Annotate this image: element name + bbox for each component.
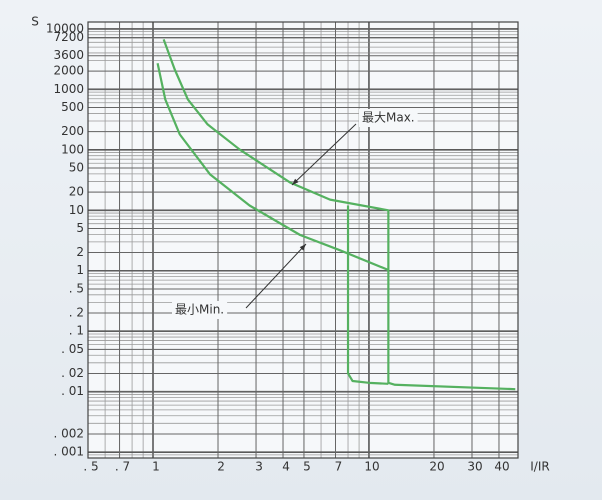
y-tick-label: 10	[69, 203, 84, 217]
x-tick-label: 10	[364, 460, 379, 474]
annotation-arrowhead	[299, 244, 306, 251]
y-tick-label: . 02	[61, 366, 84, 380]
x-tick-label: 3	[255, 460, 263, 474]
y-tick-label: 50	[69, 161, 84, 175]
x-tick-label: 5	[303, 460, 311, 474]
y-tick-label: 10000	[46, 21, 84, 35]
y-tick-label: . 002	[53, 426, 84, 440]
y-tick-label: . 05	[61, 342, 84, 356]
plot-frame	[87, 21, 519, 459]
annotation-background	[172, 301, 228, 319]
y-tick-label: . 2	[69, 306, 84, 320]
annotation-leader	[245, 243, 307, 309]
x-tick-label: 7	[335, 460, 343, 474]
y-axis-label: S	[31, 15, 39, 29]
x-tick-label: 20	[429, 460, 444, 474]
y-tick-label: 2000	[53, 64, 84, 78]
y-tick-label: 500	[61, 100, 84, 114]
y-tick-label: 100	[61, 142, 84, 156]
y-tick-label: 7200	[53, 30, 84, 44]
plot-area	[87, 21, 519, 459]
y-tick-label: 200	[61, 124, 84, 138]
curve	[156, 63, 389, 271]
annotation-background	[359, 109, 418, 127]
x-tick-label: 1	[152, 460, 160, 474]
x-tick-label: 40	[494, 460, 509, 474]
annotation: 最大Max.	[362, 111, 415, 125]
curve	[162, 39, 516, 391]
annotation-leader	[291, 123, 357, 186]
x-tick-label: 2	[217, 460, 225, 474]
y-tick-label: . 01	[61, 384, 84, 398]
y-tick-label: 2	[76, 245, 84, 259]
x-tick-label: 30	[467, 460, 482, 474]
y-tick-label: . 5	[69, 281, 84, 295]
annotation-arrowhead	[292, 178, 299, 185]
x-tick-label: 4	[282, 460, 290, 474]
y-tick-label: 1000	[53, 82, 84, 96]
y-tick-label: . 1	[69, 324, 84, 338]
y-tick-label: 3600	[53, 48, 84, 62]
y-tick-label: 20	[69, 185, 84, 199]
x-tick-label: . 5	[83, 460, 98, 474]
y-tick-label: . 001	[53, 445, 84, 459]
curve	[346, 205, 389, 385]
y-tick-label: 1	[76, 263, 84, 277]
y-tick-label: 5	[76, 221, 84, 235]
annotation: 最小Min.	[175, 303, 224, 317]
x-tick-label: . 7	[115, 460, 130, 474]
x-axis-label: I/IR	[530, 460, 549, 474]
